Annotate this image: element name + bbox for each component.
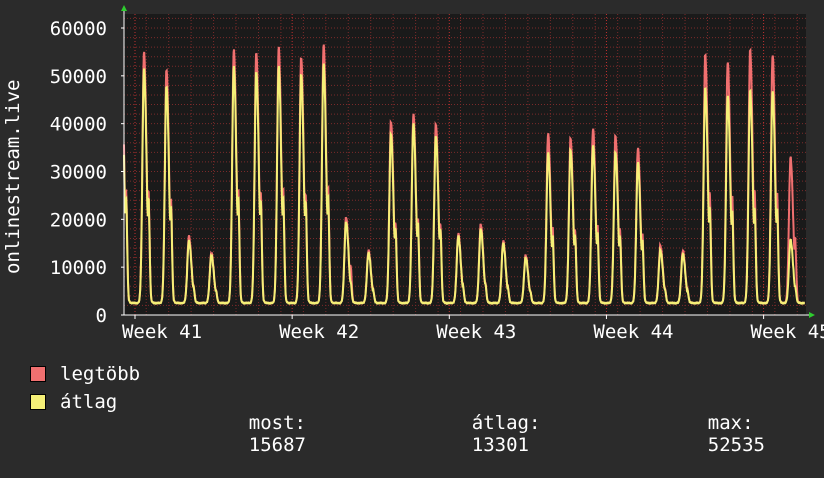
y-tick-label: 40000 (50, 114, 107, 136)
y-tick-label: 20000 (50, 209, 107, 231)
y-tick-labels: 0 10000 20000 30000 40000 50000 60000 (50, 18, 124, 327)
legend-item-max: legtöbb (30, 362, 140, 386)
plot-background (124, 14, 806, 315)
graph-stage: 0 10000 20000 30000 40000 50000 60000 Week 41 W… (2, 5, 824, 456)
stat-now: most: 15687 (203, 390, 306, 478)
y-tick-label: 30000 (50, 162, 107, 184)
x-tick-label: Week 45 (751, 321, 824, 343)
stat-now-value: 15687 (248, 434, 306, 456)
y-axis-arrow-icon (121, 5, 127, 11)
avg-color-swatch (30, 394, 46, 410)
stat-avg: átlag: 13301 (426, 390, 541, 478)
y-tick-label: 60000 (50, 18, 107, 40)
x-tick-labels: Week 41 Week 42 Week 43 Week 44 Week 45 (122, 315, 824, 343)
stat-now-label: most: (248, 412, 306, 434)
y-tick-label: 50000 (50, 66, 107, 88)
stat-max-value: 52535 (707, 434, 765, 456)
x-tick-label: Week 43 (436, 321, 516, 343)
stat-max-label: max: (707, 412, 754, 434)
stat-avg-value: 13301 (471, 434, 529, 456)
x-tick-label: Week 41 (122, 321, 202, 343)
series-layer (123, 44, 806, 305)
y-axis-label: onlinestream.live (2, 80, 24, 274)
y-tick-label: 10000 (50, 257, 107, 279)
axes (121, 5, 815, 318)
x-tick-label: Week 42 (279, 321, 359, 343)
legend-max-label: legtöbb (60, 363, 141, 385)
x-axis-arrow-icon (809, 312, 815, 318)
legend-avg-label: átlag (60, 391, 118, 413)
x-tick-label: Week 44 (593, 321, 673, 343)
stat-avg-label: átlag: (471, 412, 541, 434)
series-line-avg (123, 63, 806, 305)
max-color-swatch (30, 366, 46, 382)
legend-item-avg: átlag (30, 390, 117, 414)
y-tick-label: 0 (96, 305, 107, 327)
stat-max: max: 52535 (662, 390, 765, 478)
